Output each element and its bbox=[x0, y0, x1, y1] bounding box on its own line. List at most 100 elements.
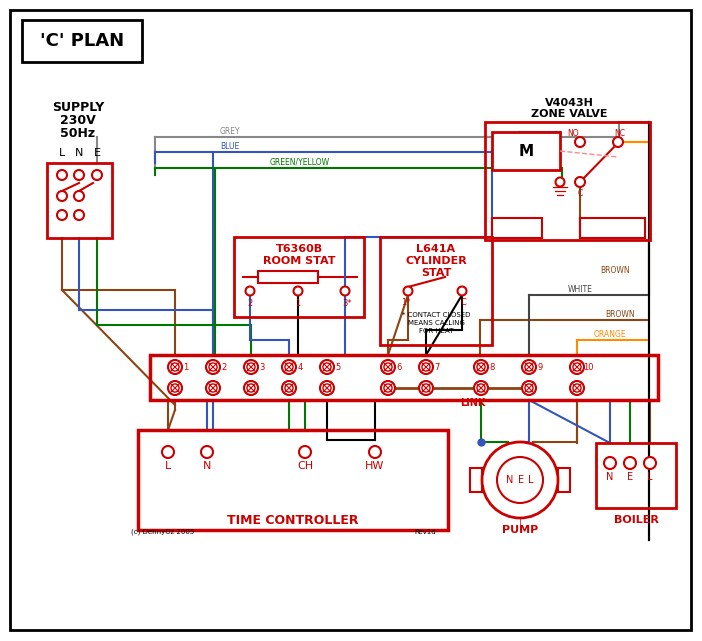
Circle shape bbox=[497, 457, 543, 503]
Bar bbox=[138, 430, 448, 530]
Bar bbox=[22, 20, 142, 62]
Text: STAT: STAT bbox=[420, 268, 451, 278]
Text: 230V: 230V bbox=[60, 113, 96, 126]
Text: NC: NC bbox=[614, 128, 625, 138]
Circle shape bbox=[381, 381, 395, 395]
Circle shape bbox=[206, 381, 220, 395]
Circle shape bbox=[644, 457, 656, 469]
Circle shape bbox=[573, 363, 581, 371]
Bar bbox=[596, 443, 676, 508]
Text: BLUE: BLUE bbox=[220, 142, 239, 151]
Circle shape bbox=[419, 381, 433, 395]
Text: 2: 2 bbox=[221, 363, 227, 372]
Circle shape bbox=[474, 360, 488, 374]
Circle shape bbox=[209, 384, 217, 392]
Circle shape bbox=[320, 360, 334, 374]
Bar bbox=[558, 468, 570, 492]
Text: 3*: 3* bbox=[342, 299, 352, 308]
Text: * CONTACT CLOSED: * CONTACT CLOSED bbox=[402, 312, 470, 318]
Circle shape bbox=[74, 170, 84, 180]
Circle shape bbox=[57, 191, 67, 201]
Text: E: E bbox=[627, 472, 633, 482]
Text: 1: 1 bbox=[296, 299, 300, 308]
Text: BROWN: BROWN bbox=[605, 310, 635, 319]
Text: M: M bbox=[519, 144, 534, 158]
Circle shape bbox=[477, 384, 485, 392]
Text: 9: 9 bbox=[537, 363, 543, 372]
Text: MEANS CALLING: MEANS CALLING bbox=[408, 320, 465, 326]
Circle shape bbox=[74, 191, 84, 201]
Text: SUPPLY: SUPPLY bbox=[52, 101, 104, 113]
Circle shape bbox=[474, 381, 488, 395]
Circle shape bbox=[168, 381, 182, 395]
Circle shape bbox=[422, 384, 430, 392]
Circle shape bbox=[525, 363, 533, 371]
Circle shape bbox=[575, 137, 585, 147]
Circle shape bbox=[323, 384, 331, 392]
Text: 6: 6 bbox=[397, 363, 402, 372]
Bar bbox=[258, 271, 318, 283]
Circle shape bbox=[525, 384, 533, 392]
Circle shape bbox=[477, 363, 485, 371]
Circle shape bbox=[522, 360, 536, 374]
Bar bbox=[150, 355, 658, 400]
Circle shape bbox=[482, 442, 558, 518]
Bar bbox=[470, 468, 482, 492]
Circle shape bbox=[57, 170, 67, 180]
Text: 2: 2 bbox=[247, 299, 253, 308]
Text: 7: 7 bbox=[435, 363, 439, 372]
Circle shape bbox=[573, 384, 581, 392]
Text: GREY: GREY bbox=[220, 126, 240, 135]
Text: L: L bbox=[528, 475, 534, 485]
Text: ORANGE: ORANGE bbox=[594, 329, 626, 338]
Circle shape bbox=[74, 210, 84, 220]
Text: BROWN: BROWN bbox=[600, 265, 630, 274]
Text: E: E bbox=[93, 148, 100, 158]
Circle shape bbox=[282, 360, 296, 374]
Text: 'C' PLAN: 'C' PLAN bbox=[40, 32, 124, 50]
Circle shape bbox=[404, 287, 413, 296]
Circle shape bbox=[381, 360, 395, 374]
Circle shape bbox=[247, 363, 255, 371]
Circle shape bbox=[458, 287, 467, 296]
Circle shape bbox=[604, 457, 616, 469]
Text: 10: 10 bbox=[583, 363, 593, 372]
Circle shape bbox=[162, 446, 174, 458]
Circle shape bbox=[168, 360, 182, 374]
Text: N: N bbox=[607, 472, 614, 482]
Text: Rev1d: Rev1d bbox=[414, 529, 436, 535]
Text: C: C bbox=[460, 297, 466, 306]
Text: N: N bbox=[203, 461, 211, 471]
Text: (c) DennyOz 2005: (c) DennyOz 2005 bbox=[131, 529, 194, 535]
Text: 3: 3 bbox=[259, 363, 265, 372]
Bar bbox=[380, 237, 492, 345]
Bar bbox=[234, 237, 364, 317]
Circle shape bbox=[340, 287, 350, 296]
Text: T6360B: T6360B bbox=[275, 244, 322, 254]
Circle shape bbox=[57, 210, 67, 220]
Circle shape bbox=[575, 177, 585, 187]
Text: GREEN/YELLOW: GREEN/YELLOW bbox=[270, 158, 330, 167]
Text: ZONE VALVE: ZONE VALVE bbox=[531, 109, 607, 119]
Circle shape bbox=[570, 381, 584, 395]
Circle shape bbox=[285, 363, 293, 371]
Circle shape bbox=[320, 381, 334, 395]
Bar bbox=[485, 122, 650, 240]
Circle shape bbox=[285, 384, 293, 392]
Circle shape bbox=[92, 170, 102, 180]
Circle shape bbox=[171, 363, 179, 371]
Circle shape bbox=[555, 178, 564, 187]
Circle shape bbox=[323, 363, 331, 371]
Circle shape bbox=[384, 363, 392, 371]
Text: BOILER: BOILER bbox=[614, 515, 658, 525]
Bar bbox=[492, 218, 542, 238]
Text: E: E bbox=[518, 475, 524, 485]
Circle shape bbox=[293, 287, 303, 296]
Circle shape bbox=[209, 363, 217, 371]
Text: CYLINDER: CYLINDER bbox=[405, 256, 467, 266]
Text: N: N bbox=[506, 475, 514, 485]
Circle shape bbox=[171, 384, 179, 392]
Text: PUMP: PUMP bbox=[502, 525, 538, 535]
Circle shape bbox=[570, 360, 584, 374]
Text: 4: 4 bbox=[298, 363, 303, 372]
